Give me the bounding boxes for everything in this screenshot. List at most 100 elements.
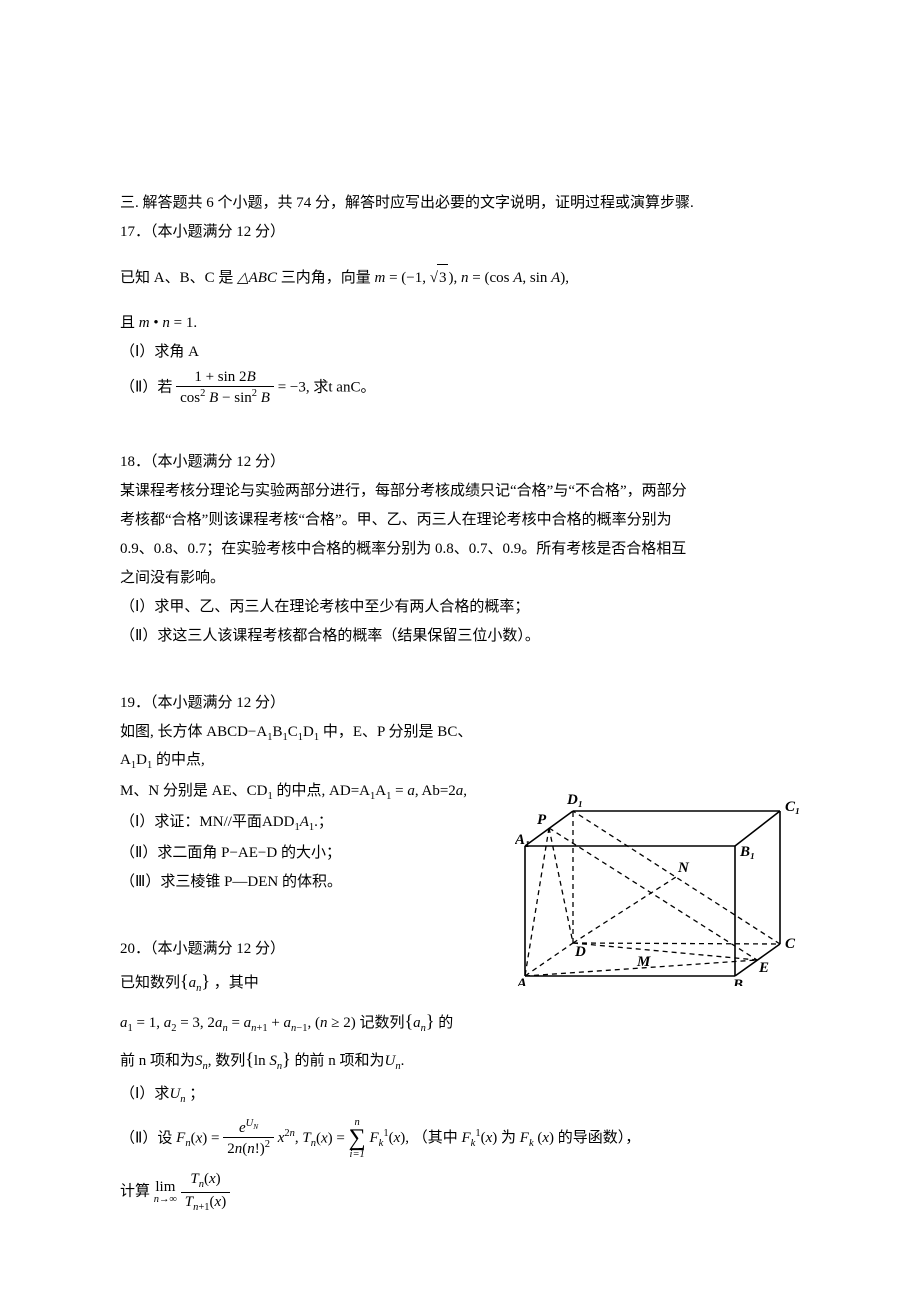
q20-recur: a bbox=[120, 1015, 128, 1031]
q20-l3c: , 数列 bbox=[208, 1053, 246, 1069]
label-D1: D₁ bbox=[566, 792, 583, 808]
q20-lbrace2: { bbox=[404, 1011, 413, 1031]
q17-cond-prefix: 且 bbox=[120, 315, 139, 331]
q19-title: 19．（本小题满分 12 分） bbox=[120, 690, 800, 717]
q20-p1-Un: Un bbox=[169, 1086, 185, 1102]
q20-lbrace: { bbox=[180, 971, 189, 991]
sigma-icon: ∑ bbox=[349, 1128, 366, 1150]
q17-cond-m: m bbox=[139, 315, 150, 331]
q17-m-close: ), bbox=[448, 270, 461, 286]
q20-l2: a1 = 1, a2 = 3, 2an = an+1 + an−1, (n ≥ … bbox=[120, 1005, 800, 1039]
q17-frac-num: 1 + sin 2B bbox=[176, 368, 274, 387]
q20-Fn-num: eUN bbox=[223, 1118, 274, 1138]
label-E: E bbox=[758, 960, 769, 976]
q17-frac-den: cos2 B − sin2 B bbox=[176, 387, 274, 409]
label-N: N bbox=[677, 860, 690, 876]
q20-lim-under: n→∞ bbox=[154, 1195, 177, 1206]
q20-lim-den: Tn+1(x) bbox=[181, 1193, 230, 1215]
q19-l1: 如图, 长方体 ABCD−A1B1C1D1 中，E、P 分别是 BC、A1D1 … bbox=[120, 719, 800, 777]
q20-p3: 计算 lim n→∞ Tn(x) Tn+1(x) bbox=[120, 1170, 800, 1214]
q20-p1a: （Ⅰ）求 bbox=[120, 1086, 169, 1102]
q19-l2g: , bbox=[463, 783, 467, 799]
q20-lnSn: ln Sn bbox=[254, 1053, 282, 1069]
q18-l2: 考核都“合格”则该课程考核“合格”。甲、乙、丙三人在理论考核中合格的概率分别为 bbox=[120, 507, 800, 534]
q20-lim-word: lim bbox=[154, 1180, 177, 1195]
q19-l2b: CD1 bbox=[247, 783, 273, 799]
q18-p2: （Ⅱ）求这三人该课程考核都合格的概率（结果保留三位小数）。 bbox=[120, 623, 800, 650]
q17-dot: • bbox=[150, 315, 163, 331]
q17-stem-mid: 三内角，向量 bbox=[277, 270, 375, 286]
q20-Sn: Sn bbox=[195, 1053, 208, 1069]
q20-p1c: ； bbox=[186, 1086, 205, 1102]
q20-l3e: 的前 n 项和为 bbox=[291, 1053, 385, 1069]
section-header: 三. 解答题共 6 个小题，共 74 分，解答时应写出必要的文字说明，证明过程或… bbox=[120, 190, 800, 217]
q17-stem: 已知 A、B、C 是 △ABC 三内角，向量 m = (−1, √3), n =… bbox=[120, 264, 800, 292]
q19-l1a: 如图, 长方体 ABCD− bbox=[120, 724, 256, 740]
q19-a1: a bbox=[407, 783, 415, 799]
q20-Un: Un bbox=[385, 1053, 401, 1069]
q20-lim-num: Tn(x) bbox=[181, 1170, 230, 1193]
q20-p1: （Ⅰ）求Un ； bbox=[120, 1081, 800, 1110]
q20-l3: 前 n 项和为Sn, 数列{ln Sn} 的前 n 项和为Un. bbox=[120, 1043, 800, 1077]
q19-p1b: ADD1A1 bbox=[262, 814, 314, 830]
q20-sum: n ∑ i=1 bbox=[349, 1118, 366, 1161]
q17-part2: （Ⅱ）若 1 + sin 2B cos2 B − sin2 B = −3, 求t… bbox=[120, 368, 800, 409]
q18-l4: 之间没有影响。 bbox=[120, 565, 800, 592]
q17-n-val: = (cos A, sin A), bbox=[468, 270, 569, 286]
q17-title: 17．（本小题满分 12 分） bbox=[120, 219, 800, 246]
q20-sum-bot: i=1 bbox=[349, 1150, 366, 1161]
q19-p1a: （Ⅰ）求证：MN//平面 bbox=[120, 814, 262, 830]
q20-l3g: . bbox=[401, 1053, 405, 1069]
q20-l3a: 前 n 项和为 bbox=[120, 1053, 195, 1069]
q17-triangle: △ABC bbox=[237, 270, 277, 286]
q20-p2a: （Ⅱ）设 bbox=[120, 1130, 172, 1146]
q19-l1d: A1D1 bbox=[120, 752, 152, 768]
q19-l2a: M、N 分别是 AE、 bbox=[120, 783, 247, 799]
q20-Fn: Fn bbox=[176, 1130, 190, 1146]
cuboid-svg: A B C D A₁ B₁ C₁ D₁ P N M E bbox=[515, 786, 805, 986]
q18-p1: （Ⅰ）求甲、乙、丙三人在理论考核中至少有两人合格的概率； bbox=[120, 594, 800, 621]
q17-sqrt3: 3 bbox=[437, 264, 449, 292]
q20-l2d: 的 bbox=[435, 1015, 454, 1031]
label-B1: B₁ bbox=[739, 844, 755, 860]
q20-p3a: 计算 bbox=[120, 1184, 150, 1200]
label-C1: C₁ bbox=[785, 799, 800, 815]
q20-lim-frac: Tn(x) Tn+1(x) bbox=[181, 1170, 230, 1214]
q20-l1b: ，其中 bbox=[210, 975, 259, 991]
q19-p1c: .； bbox=[314, 814, 333, 830]
label-D: D bbox=[574, 944, 586, 960]
q19-l1e: 的中点, bbox=[152, 752, 205, 768]
q20-lim: lim n→∞ bbox=[154, 1180, 177, 1206]
q20-lbrace3: { bbox=[245, 1049, 254, 1069]
q19-l1b: A1B1C1D1 bbox=[256, 724, 319, 740]
q20-Fn-den: 2n(n!)2 bbox=[223, 1138, 274, 1160]
q19-l2e: , Ab=2 bbox=[415, 783, 456, 799]
q17-vec-m: m bbox=[374, 270, 385, 286]
q20-p2: （Ⅱ）设 Fn(x) = eUN 2n(n!)2 x2n, Tn(x) = n … bbox=[120, 1118, 800, 1161]
label-P: P bbox=[537, 812, 547, 828]
cuboid-figure: A B C D A₁ B₁ C₁ D₁ P N M E bbox=[515, 786, 805, 986]
q17-stem-prefix: 已知 A、B、C 是 bbox=[120, 270, 237, 286]
q20-an: an bbox=[189, 975, 202, 991]
q17-frac: 1 + sin 2B cos2 B − sin2 B bbox=[176, 368, 274, 409]
q18-l3: 0.9、0.8、0.7；在实验考核中合格的概率分别为 0.8、0.7、0.9。所… bbox=[120, 536, 800, 563]
q17-cond: 且 m • n = 1. bbox=[120, 310, 800, 337]
q20-rbrace3: } bbox=[282, 1049, 291, 1069]
label-B: B bbox=[732, 977, 743, 986]
q20-rbrace2: } bbox=[426, 1011, 435, 1031]
q19-l1c: 中，E、P 分别是 BC、 bbox=[319, 724, 472, 740]
q20-l2b: 记数列 bbox=[359, 1015, 404, 1031]
label-A: A bbox=[516, 976, 527, 986]
q20-p2-tail: （其中 Fk1(x) 为 Fk (x) 的导函数）， bbox=[413, 1130, 641, 1146]
label-A1: A₁ bbox=[515, 832, 530, 848]
q17-part1: （Ⅰ）求角 A bbox=[120, 339, 800, 366]
q18-title: 18．（本小题满分 12 分） bbox=[120, 449, 800, 476]
label-C: C bbox=[785, 936, 796, 952]
q17-part2-tail: 求t anC。 bbox=[313, 380, 375, 396]
q20-Fn-frac: eUN 2n(n!)2 bbox=[223, 1118, 274, 1160]
q20-l1a: 已知数列 bbox=[120, 975, 180, 991]
q18-l1: 某课程考核分理论与实验两部分进行，每部分考核成绩只记“合格”与“不合格”，两部分 bbox=[120, 478, 800, 505]
q17-m-val: = (−1, bbox=[385, 270, 429, 286]
q17-part2-prefix: （Ⅱ）若 bbox=[120, 380, 172, 396]
q17-part2-eq: = −3, bbox=[278, 380, 314, 396]
